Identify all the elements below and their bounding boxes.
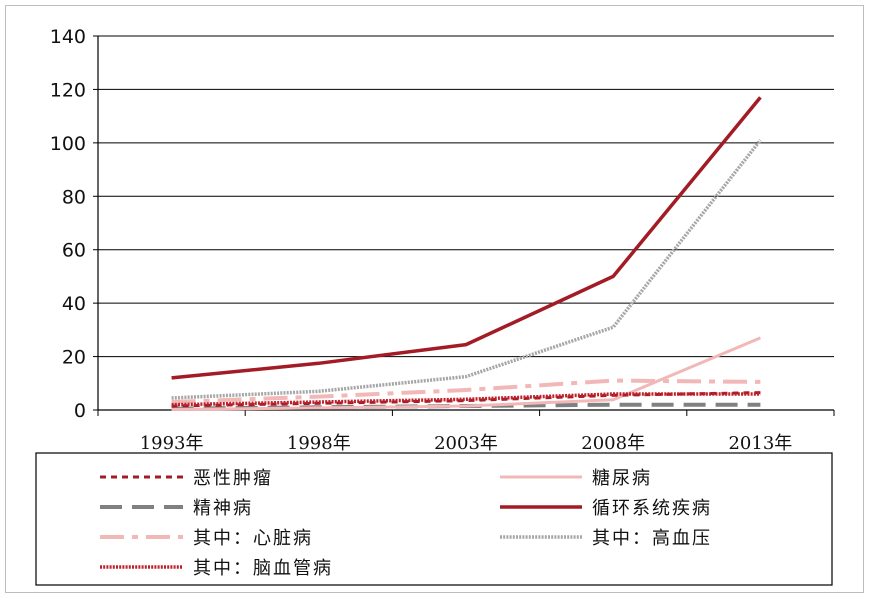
y-tick-label: 20 bbox=[62, 347, 86, 369]
y-axis-ticks: 0 20 40 60 80 100 120 140 bbox=[50, 26, 98, 422]
legend-label: 其中：心脏病 bbox=[193, 528, 313, 549]
x-tick-label: 2008年 bbox=[581, 433, 645, 454]
legend-box bbox=[35, 452, 833, 586]
x-tick-label: 2013年 bbox=[728, 433, 792, 454]
series-line bbox=[171, 336, 761, 411]
x-tick-label: 1998年 bbox=[287, 433, 351, 454]
series-lines bbox=[171, 96, 762, 411]
series-line bbox=[171, 392, 761, 407]
y-tick-label: 140 bbox=[50, 26, 86, 48]
legend-label: 恶性肿瘤 bbox=[193, 468, 273, 489]
y-tick-label: 80 bbox=[62, 186, 86, 208]
series-line bbox=[171, 378, 761, 404]
chart-frame bbox=[5, 5, 864, 593]
x-axis-ticks: 1993年 1998年 2003年 2008年 2013年 bbox=[97, 410, 835, 454]
legend-label: 其中：高血压 bbox=[592, 528, 712, 549]
legend-label: 精神病 bbox=[193, 498, 253, 519]
legend-label: 其中：脑血管病 bbox=[193, 558, 333, 579]
series-line bbox=[171, 139, 762, 400]
y-tick-label: 60 bbox=[62, 240, 86, 262]
x-tick-label: 1993年 bbox=[140, 433, 204, 454]
y-tick-label: 100 bbox=[50, 133, 86, 155]
y-tick-label: 120 bbox=[50, 79, 86, 101]
x-tick-label: 2003年 bbox=[434, 433, 498, 454]
series-line bbox=[171, 96, 762, 380]
y-tick-label: 0 bbox=[74, 400, 86, 422]
grid-lines bbox=[98, 35, 834, 358]
legend-label: 循环系统疾病 bbox=[592, 498, 712, 519]
y-tick-label: 40 bbox=[62, 293, 86, 315]
legend-label: 糖尿病 bbox=[592, 468, 652, 489]
